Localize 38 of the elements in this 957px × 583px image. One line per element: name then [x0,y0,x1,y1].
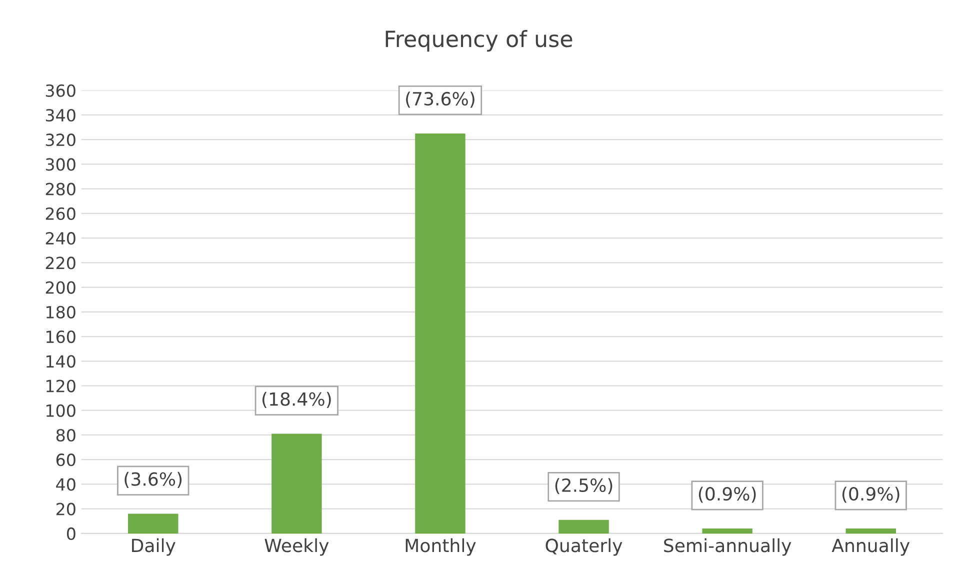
y-tick-label: 320 [46,134,76,146]
y-tick-label: 100 [46,404,76,417]
y-tick-label: 120 [46,380,76,392]
x-tick-label: Semi-annually [664,538,792,556]
y-tick-label: 280 [46,182,76,196]
y-tick-label: 20 [56,502,76,516]
y-tick-label: 340 [46,108,76,122]
y-tick-label: 0 [66,527,76,540]
y-tick-label: 60 [56,454,76,466]
y-tick-label: 300 [46,158,76,171]
y-tick-label: 180 [46,306,76,318]
bar [272,434,322,534]
y-tick-label: 40 [56,478,76,491]
bar [415,133,466,534]
y-tick-label: 240 [46,232,76,245]
bar [558,520,609,534]
annotation: (18.4%) [262,392,331,408]
y-tick-label: 360 [46,84,76,97]
annotation: (3.6%) [124,472,182,488]
bar [702,528,752,534]
x-tick-label: Annually [832,538,910,556]
annotation: (0.9%) [698,486,756,503]
y-tick-label: 200 [46,281,76,294]
y-tick-label: 260 [46,207,76,220]
x-tick-label: Daily [132,538,176,556]
annotation: (2.5%) [555,478,612,494]
x-tick-label: Monthly [406,538,476,556]
bar [128,514,178,534]
y-tick-label: 80 [56,428,76,442]
x-tick-label: Weekly [264,538,329,556]
bar [846,528,896,534]
annotation: (0.9%) [842,486,900,503]
y-tick-label: 160 [46,330,76,344]
y-tick-label: 220 [46,256,76,270]
x-tick-label: Quaterly [546,538,622,556]
y-tick-label: 140 [46,355,76,368]
chart-title: Frequency of use [386,30,572,52]
annotation: (73.6%) [406,92,474,108]
